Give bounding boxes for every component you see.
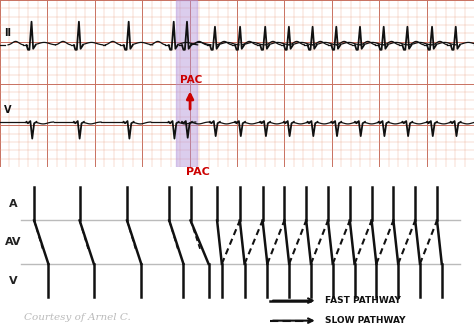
- Text: Courtesy of Arnel C.: Courtesy of Arnel C.: [24, 313, 130, 322]
- Text: FAST PATHWAY: FAST PATHWAY: [325, 296, 401, 305]
- Text: A: A: [9, 199, 18, 209]
- Text: V: V: [9, 276, 18, 286]
- Text: II: II: [4, 28, 11, 38]
- Text: PAC: PAC: [180, 75, 202, 85]
- Text: V: V: [4, 105, 11, 115]
- Text: PAC: PAC: [186, 167, 210, 177]
- Bar: [176, 0, 197, 167]
- Text: SLOW PATHWAY: SLOW PATHWAY: [325, 316, 405, 325]
- Text: AV: AV: [5, 237, 21, 247]
